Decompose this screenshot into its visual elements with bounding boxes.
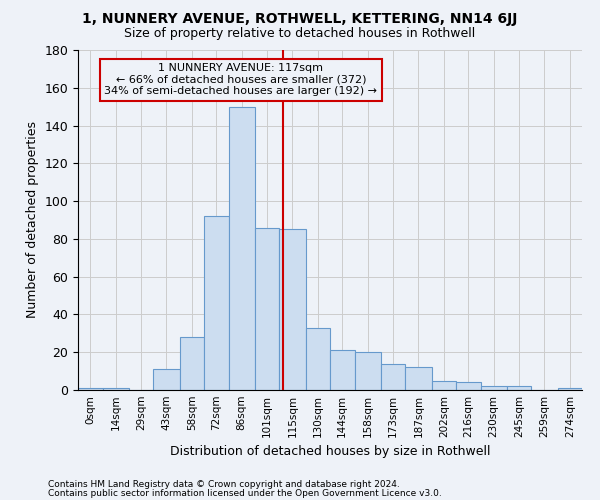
Bar: [405, 368, 431, 390]
Bar: [255, 228, 279, 390]
Text: 1 NUNNERY AVENUE: 117sqm
← 66% of detached houses are smaller (372)
34% of semi-: 1 NUNNERY AVENUE: 117sqm ← 66% of detach…: [104, 63, 377, 96]
Bar: [103, 388, 129, 390]
Bar: [204, 216, 229, 390]
Bar: [557, 388, 582, 390]
Bar: [481, 386, 507, 390]
Bar: [456, 382, 481, 390]
Bar: [381, 364, 405, 390]
Bar: [507, 386, 531, 390]
Bar: [229, 106, 255, 390]
Bar: [355, 352, 381, 390]
Bar: [431, 380, 456, 390]
Bar: [153, 369, 179, 390]
Text: Contains HM Land Registry data © Crown copyright and database right 2024.: Contains HM Land Registry data © Crown c…: [48, 480, 400, 489]
Text: Contains public sector information licensed under the Open Government Licence v3: Contains public sector information licen…: [48, 488, 442, 498]
X-axis label: Distribution of detached houses by size in Rothwell: Distribution of detached houses by size …: [170, 446, 490, 458]
Text: 1, NUNNERY AVENUE, ROTHWELL, KETTERING, NN14 6JJ: 1, NUNNERY AVENUE, ROTHWELL, KETTERING, …: [82, 12, 518, 26]
Bar: [279, 230, 305, 390]
Bar: [330, 350, 355, 390]
Text: Size of property relative to detached houses in Rothwell: Size of property relative to detached ho…: [124, 28, 476, 40]
Bar: [179, 337, 204, 390]
Bar: [305, 328, 330, 390]
Y-axis label: Number of detached properties: Number of detached properties: [26, 122, 39, 318]
Bar: [78, 388, 103, 390]
